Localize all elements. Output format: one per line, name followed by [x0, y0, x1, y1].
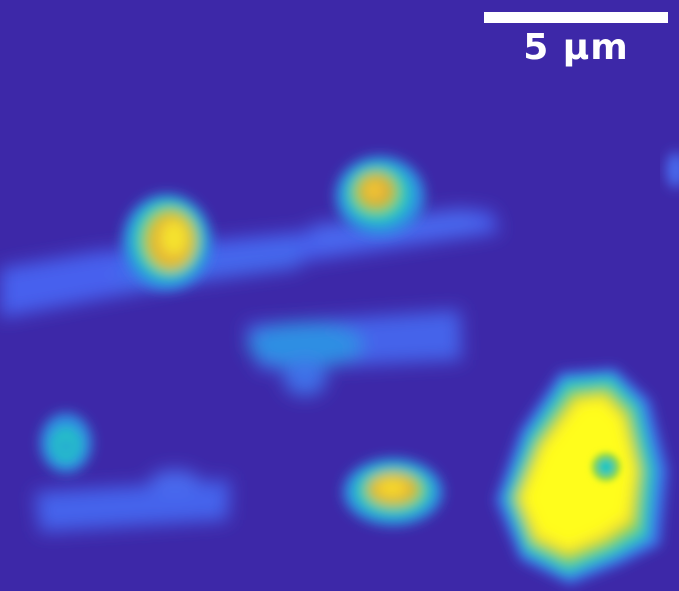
middle-flake [245, 310, 462, 396]
scale-bar [484, 12, 668, 23]
small-cluster-left [40, 413, 92, 473]
cluster-top-left [122, 194, 212, 290]
scale-bar-label: 5 µm [523, 27, 629, 68]
bottom-left-flake [35, 470, 230, 532]
cluster-top-middle [335, 156, 425, 236]
edge-spot-right [666, 152, 679, 188]
cluster-bottom-right-large [495, 368, 668, 585]
cluster-bottom-right-hole [592, 453, 620, 481]
cluster-bottom-middle [343, 458, 443, 526]
